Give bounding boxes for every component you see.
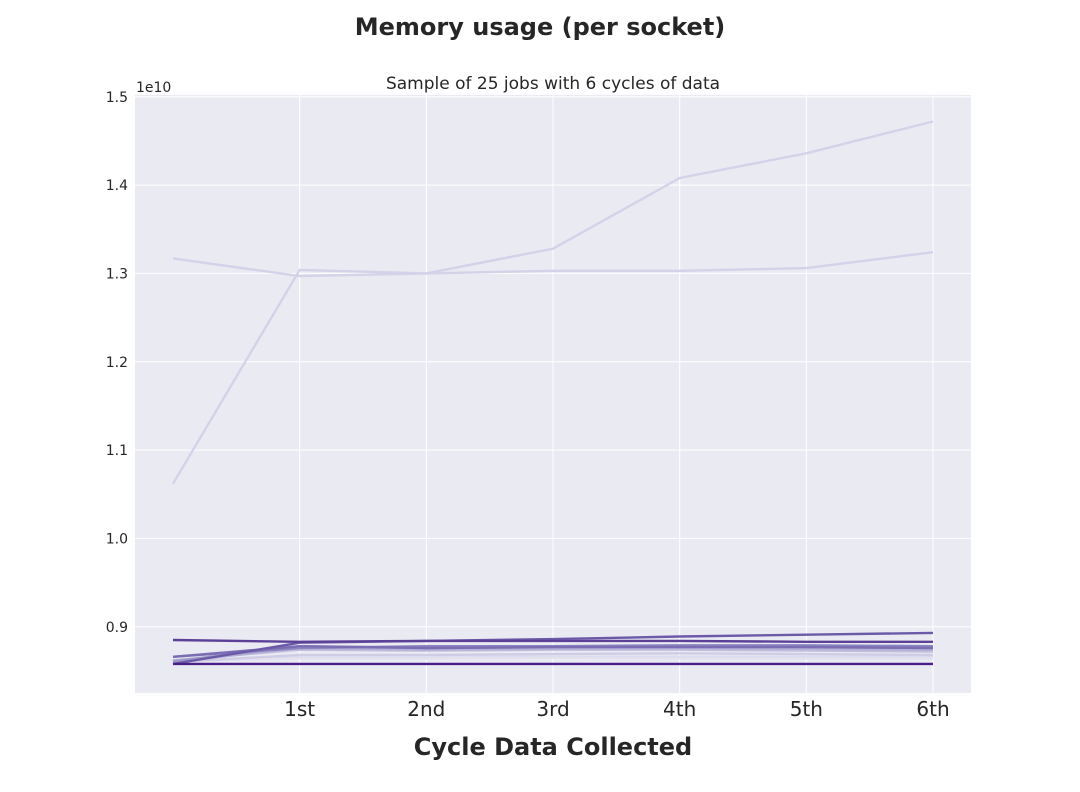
x-tick-label: 3rd	[536, 697, 569, 721]
series-line-5	[172, 652, 934, 664]
y-tick-labels: 0.9 1.0 1.1 1.2 1.3 1.4 1.5	[106, 90, 128, 636]
series-line-12	[172, 638, 933, 643]
y-tick-label: 0.9	[106, 620, 128, 636]
y-tick-label: 1.1	[106, 443, 128, 459]
x-tick-label: 4th	[663, 697, 696, 721]
grid-layer	[135, 95, 971, 693]
y-tick-label: 1.2	[106, 355, 128, 371]
x-tick-label: 2nd	[407, 697, 445, 721]
y-tick-label: 1.0	[106, 531, 128, 547]
series-line-10	[172, 645, 934, 658]
y-tick-label: 1.5	[106, 90, 128, 106]
x-tick-label: 5th	[790, 697, 823, 721]
x-tick-labels: 1st 2nd 3rd 4th 5th 6th	[284, 697, 949, 721]
series-line-1	[172, 120, 934, 278]
y-offset-label: 1e10	[136, 80, 171, 96]
series-layer	[171, 120, 934, 666]
x-tick-label: 6th	[916, 697, 949, 721]
y-tick-label: 1.3	[106, 266, 128, 282]
x-axis-label: Cycle Data Collected	[414, 733, 692, 761]
chart-title: Sample of 25 jobs with 6 cycles of data	[386, 74, 720, 94]
y-tick-label: 1.4	[106, 178, 128, 194]
figure-title: Memory usage (per socket)	[355, 13, 726, 41]
x-tick-label: 1st	[284, 697, 315, 721]
series-line-4	[172, 656, 933, 662]
series-line-2	[171, 251, 934, 485]
